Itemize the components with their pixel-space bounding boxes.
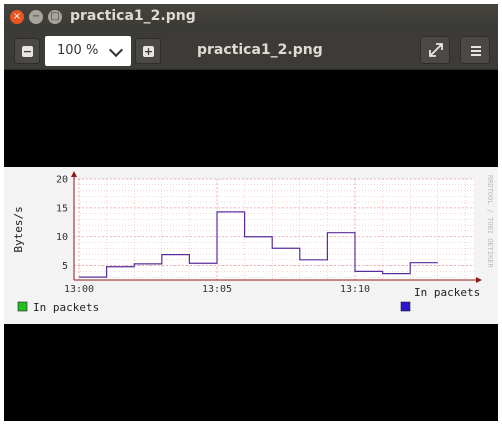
x-axis-arrow xyxy=(476,277,482,283)
toolbar: − 100 % + practica1_2.png xyxy=(4,31,498,70)
plot-area xyxy=(74,179,474,280)
x-axis-label: In packets xyxy=(414,286,480,299)
y-tick-label: 20 xyxy=(56,175,68,186)
y-tick-label: 10 xyxy=(56,232,68,243)
image-viewer-window: × − □ practica1_2.png − 100 % + practica… xyxy=(4,4,498,421)
title-bar: × − □ practica1_2.png xyxy=(4,4,498,31)
rrd-graph-image: 5 10 15 20 13:00 13:05 13:10 Bytes/s RRDTOOL / T… xyxy=(4,167,498,324)
x-tick-label: 13:00 xyxy=(64,284,94,295)
legend-label: In packets xyxy=(33,301,99,314)
file-name-label: practica1_2.png xyxy=(197,42,323,58)
legend-swatch-green xyxy=(17,301,28,312)
image-canvas: 5 10 15 20 13:00 13:05 13:10 Bytes/s RRDTOOL / T… xyxy=(4,70,498,421)
zoom-in-button[interactable]: + xyxy=(135,38,161,64)
rrdtool-watermark: RRDTOOL / TOBI OETIKER xyxy=(486,175,494,269)
y-axis-arrow xyxy=(71,171,77,177)
plus-icon: + xyxy=(143,45,154,58)
x-tick-label: 13:05 xyxy=(202,284,232,295)
minus-icon: − xyxy=(22,45,33,58)
window-title: practica1_2.png xyxy=(70,8,196,24)
x-tick-label: 13:10 xyxy=(340,284,370,295)
close-window-button[interactable]: × xyxy=(10,10,24,24)
legend-swatch-blue xyxy=(400,301,411,312)
zoom-level-value: 100 % xyxy=(57,43,99,58)
fullscreen-icon xyxy=(429,43,443,57)
zoom-level-select[interactable]: 100 % xyxy=(45,36,131,66)
minimize-window-button[interactable]: − xyxy=(29,10,43,24)
series-line-in-packets xyxy=(79,211,438,278)
y-tick-label: 15 xyxy=(56,203,68,214)
chevron-down-icon xyxy=(108,42,124,58)
zoom-out-button[interactable]: − xyxy=(14,38,40,64)
hamburger-menu-icon xyxy=(471,46,481,56)
fullscreen-button[interactable] xyxy=(420,36,450,64)
y-axis-label: Bytes/s xyxy=(12,206,25,252)
y-tick-label: 5 xyxy=(62,261,68,272)
chart-svg: 5 10 15 20 13:00 13:05 13:10 Bytes/s RRDTOOL / T… xyxy=(12,171,494,314)
menu-button[interactable] xyxy=(460,36,490,64)
maximize-window-button[interactable]: □ xyxy=(48,10,62,24)
